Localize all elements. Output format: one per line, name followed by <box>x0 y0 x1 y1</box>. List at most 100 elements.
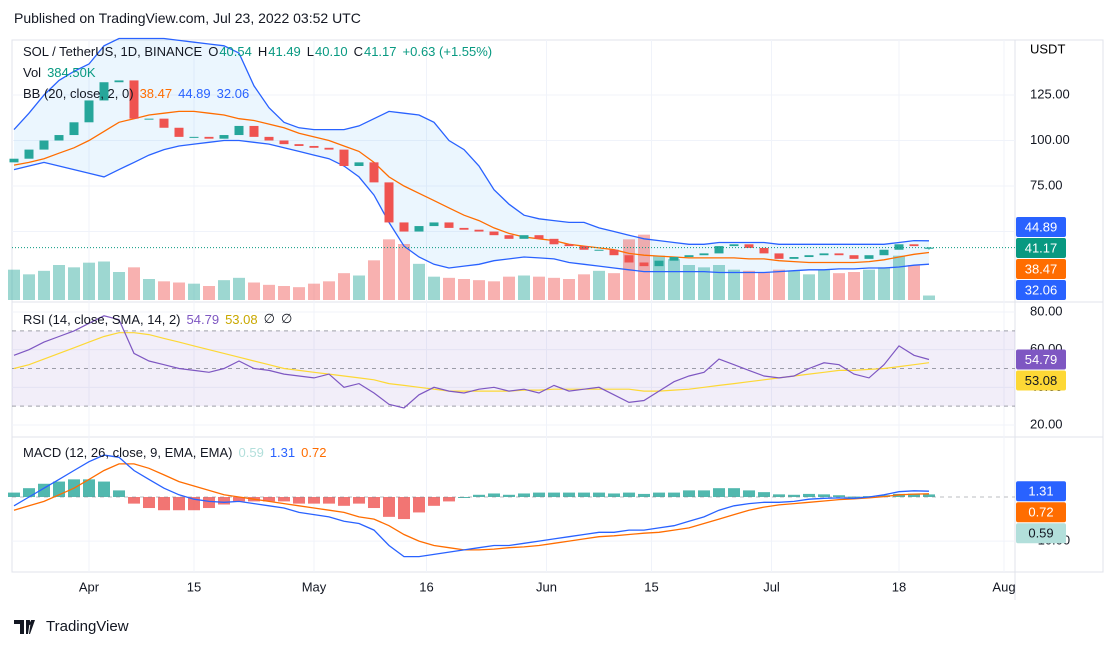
candle <box>309 145 319 148</box>
volume-bar <box>113 272 125 300</box>
candle <box>654 260 664 267</box>
volume-bar <box>128 267 140 300</box>
axis-badge-label: 54.79 <box>1025 352 1058 367</box>
volume-bar <box>443 277 455 300</box>
volume-bar <box>188 283 200 300</box>
volume-bar <box>398 244 410 300</box>
axis-badge <box>1016 217 1066 237</box>
ohlc-value: 40.54 <box>219 44 252 59</box>
candle <box>849 255 859 259</box>
macd-hist-bar <box>623 492 635 497</box>
volume-bar <box>548 277 560 300</box>
macd-hist-bar <box>698 490 710 497</box>
macd-hist-bar <box>173 497 185 511</box>
macd-hist-bar <box>908 493 920 497</box>
brand-name: TradingView <box>46 618 129 635</box>
volume-bar <box>368 260 380 300</box>
candle <box>549 238 559 245</box>
axis-badge-label: 0.59 <box>1028 526 1053 541</box>
bb-lower <box>13 139 930 274</box>
volume-bar <box>863 269 875 300</box>
volume-bar <box>323 281 335 300</box>
footer: TradingView <box>14 618 129 635</box>
candle <box>414 226 424 232</box>
volume-bar <box>563 279 575 300</box>
macd-hist-bar <box>128 497 140 504</box>
axis-badge <box>1016 259 1066 279</box>
volume-bar <box>608 273 620 300</box>
macd-hist-bar <box>338 497 350 506</box>
axis-badge <box>1016 502 1066 523</box>
bb-lower-value: 32.06 <box>216 86 250 101</box>
ohlc-key: O <box>208 44 219 59</box>
bb-basis-value: 38.47 <box>139 86 173 101</box>
macd-hist-bar <box>188 497 200 511</box>
x-tick-label: May <box>302 579 327 594</box>
macd-name: MACD (12, 26, close, 9, EMA, EMA) <box>23 445 233 460</box>
volume-bar <box>413 263 425 300</box>
x-tick-label: Aug <box>992 579 1015 594</box>
macd-hist-bar <box>383 497 395 517</box>
candle <box>99 82 109 101</box>
volume-bar <box>593 270 605 300</box>
macd-hist-bar <box>98 481 110 497</box>
volume-bar <box>143 279 155 300</box>
candle <box>354 162 364 166</box>
macd-hist-bar <box>278 497 290 502</box>
candle <box>129 80 139 119</box>
volume-bar <box>923 295 935 300</box>
brand-logo <box>14 619 35 634</box>
axis-badge-label: 53.08 <box>1025 373 1058 388</box>
macd-hist-bar <box>353 497 365 504</box>
candle <box>864 255 874 259</box>
ohlc-value: 41.17 <box>363 44 397 59</box>
candle <box>324 147 334 150</box>
candle <box>639 262 649 267</box>
publish-note: Published on TradingView.com, Jul 23, 20… <box>14 10 361 26</box>
volume-bar <box>8 269 20 300</box>
volume-bar <box>38 270 50 300</box>
axis-badge <box>1016 238 1066 258</box>
bb-legend: BB (20, close, 2, 0) 38.47 44.89 32.06 <box>23 86 249 101</box>
macd-hist-bar <box>398 497 410 520</box>
volume-legend: Vol 384.50K <box>23 65 96 80</box>
x-tick-label: Jun <box>536 579 557 594</box>
y-tick-label: 20.00 <box>1030 416 1063 431</box>
axis-badge-label: 32.06 <box>1025 282 1058 297</box>
candle <box>744 244 754 248</box>
candle <box>819 253 829 256</box>
macd-hist-bar <box>728 488 740 497</box>
candle <box>369 162 379 183</box>
candle <box>519 235 529 239</box>
volume-bar <box>473 280 485 300</box>
candle <box>54 135 64 141</box>
axis-badge-label: 44.89 <box>1025 219 1058 234</box>
candle <box>759 247 769 254</box>
x-tick-label: 15 <box>644 579 658 594</box>
macd-hist-bar <box>833 495 845 497</box>
candle <box>399 222 409 232</box>
macd-hist-bar <box>743 490 755 497</box>
candle <box>294 144 304 146</box>
macd-hist-bar <box>443 497 455 502</box>
candle <box>804 255 814 258</box>
candle <box>489 231 499 236</box>
volume-bar <box>653 255 665 300</box>
x-tick-label: 15 <box>187 579 201 594</box>
volume-bar <box>833 273 845 300</box>
macd-hist-bar <box>113 490 125 497</box>
candle <box>669 257 679 261</box>
macd-hist-value: 0.59 <box>238 445 264 460</box>
bb-fill <box>14 38 929 273</box>
macd-hist-bar <box>83 479 95 497</box>
candle <box>339 149 349 166</box>
bb-basis <box>13 110 930 264</box>
volume-bar <box>338 273 350 300</box>
macd-hist-bar <box>143 497 155 509</box>
volume-bar <box>428 276 440 300</box>
rsi-name: RSI (14, close, SMA, 14, 2) <box>23 311 181 327</box>
candle <box>774 253 784 259</box>
currency-label: USDT <box>1030 41 1065 56</box>
volume-bar <box>848 272 860 300</box>
